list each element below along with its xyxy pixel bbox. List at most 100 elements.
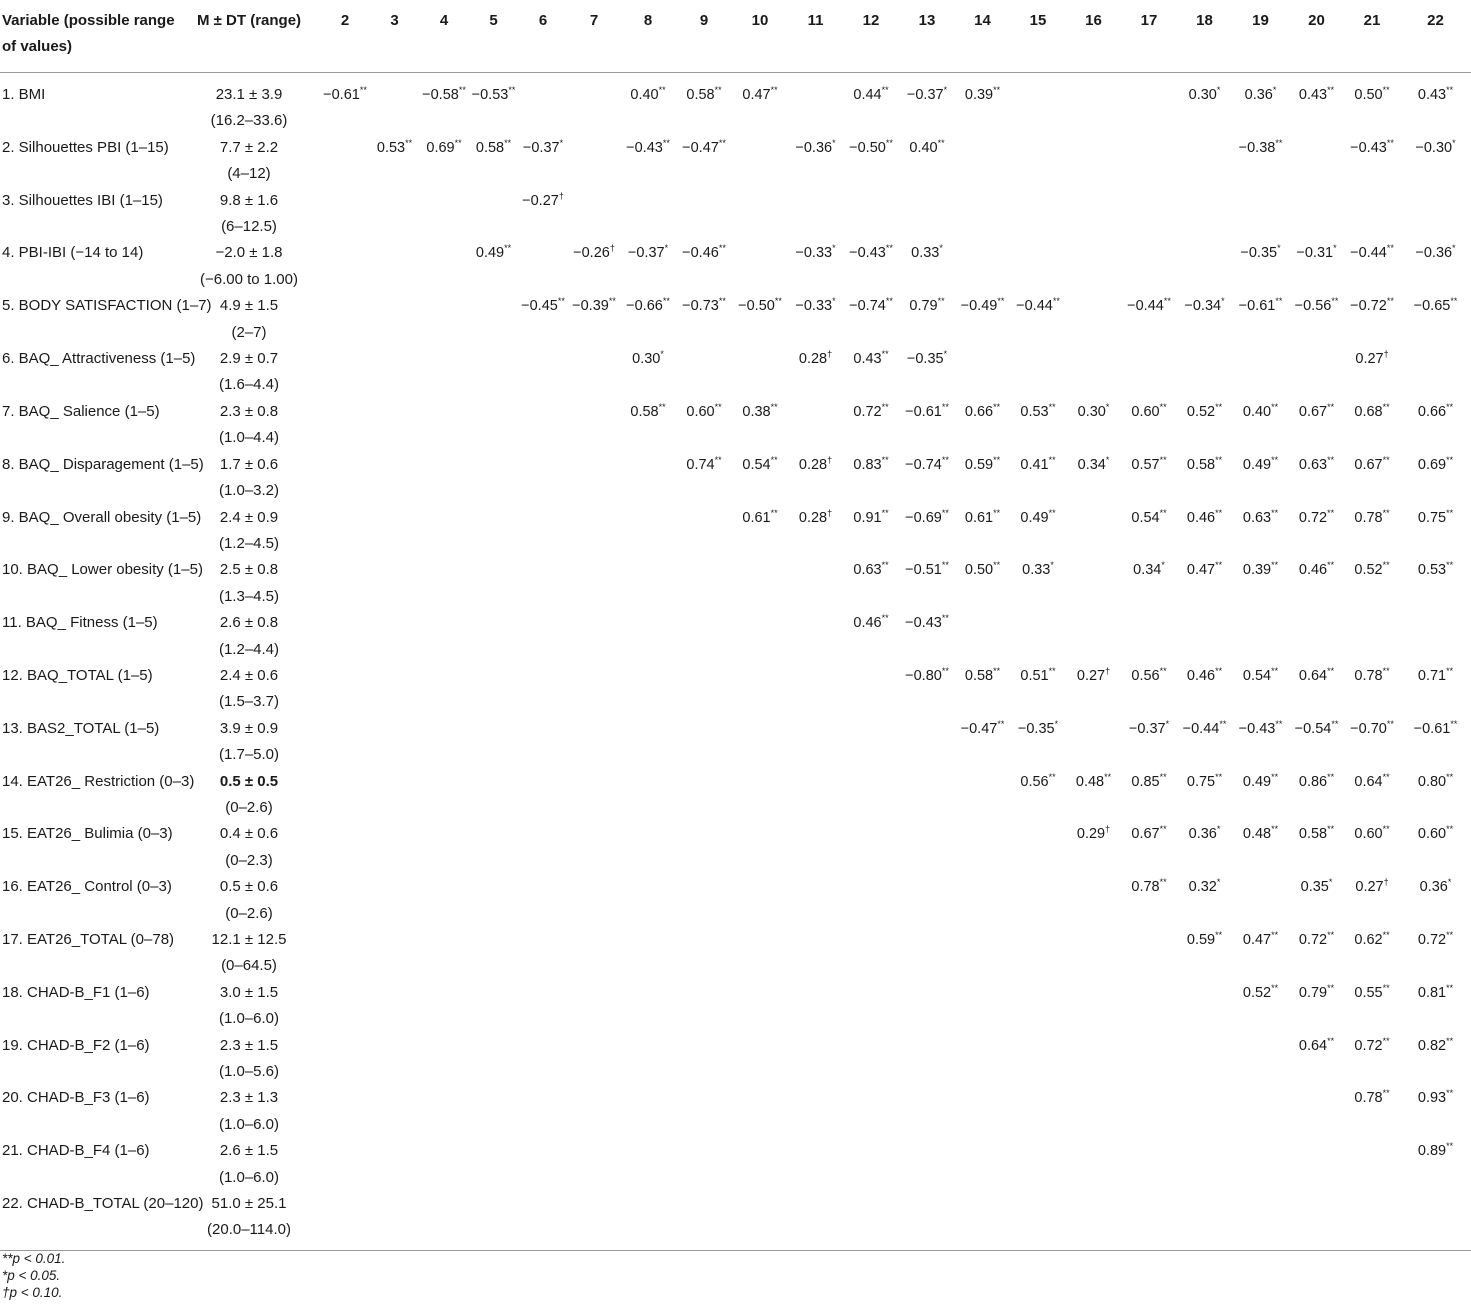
corr-cell <box>620 980 676 1033</box>
corr-cell: −0.65** <box>1413 296 1458 315</box>
corr-cell <box>732 1085 788 1138</box>
footnote: †p < 0.10. <box>2 1285 63 1300</box>
corr-cell: 0.43** <box>1417 85 1454 103</box>
mean-sd: 4.9 ± 1.5 <box>219 297 279 315</box>
corr-cell: −0.53** <box>471 85 516 103</box>
corr-cell: 0.93** <box>1417 1088 1454 1107</box>
variable-name: 20. CHAD-B_F3 (1–6) <box>2 1089 150 1107</box>
corr-cell: −0.35* <box>1240 243 1281 262</box>
corr-cell <box>320 980 370 1033</box>
table-row: 15. EAT26_ Bulimia (0–3) 0.4 ± 0.6 (0–2.3)… <box>0 821 1471 874</box>
corr-cell <box>1400 346 1471 399</box>
corr-cell <box>1010 188 1066 241</box>
corr-cell <box>320 874 370 927</box>
corr-cell: 0.58** <box>630 402 666 420</box>
value-range: (1.5–3.7) <box>218 693 280 711</box>
header-col-6: 6 <box>518 0 568 73</box>
corr-cell <box>419 293 469 346</box>
corr-cell: 0.34* <box>1077 454 1110 473</box>
corr-cell <box>518 663 568 716</box>
corr-cell <box>1121 188 1177 241</box>
corr-cell: 0.46** <box>853 613 889 632</box>
corr-cell <box>370 73 419 135</box>
corr-cell <box>788 399 843 452</box>
corr-cell: −0.61** <box>1413 718 1458 737</box>
corr-cell <box>419 346 469 399</box>
corr-cell <box>1010 346 1066 399</box>
value-range: (1.7–5.0) <box>218 746 280 764</box>
variable-stat: 2.3 ± 1.5 (1.0–5.6) <box>178 1033 320 1086</box>
corr-cell <box>1121 1033 1177 1086</box>
table-header-row: Variable (possible range of values) M ± … <box>0 0 1471 73</box>
corr-cell <box>469 927 518 980</box>
value-range: (1.0–6.0) <box>218 1010 280 1028</box>
corr-cell <box>732 980 788 1033</box>
corr-cell: −0.46** <box>682 243 726 262</box>
corr-cell <box>518 980 568 1033</box>
correlation-table: Variable (possible range of values) M ± … <box>0 0 1471 1251</box>
corr-cell <box>518 874 568 927</box>
corr-cell <box>899 1085 955 1138</box>
corr-cell <box>419 980 469 1033</box>
corr-cell <box>1232 610 1289 663</box>
corr-cell <box>1010 1085 1066 1138</box>
corr-cell <box>1121 73 1177 135</box>
corr-cell <box>568 557 620 610</box>
corr-cell <box>899 1033 955 1086</box>
mean-sd: 51.0 ± 25.1 <box>211 1195 287 1213</box>
variable-name: 17. EAT26_TOTAL (0–78) <box>2 931 175 948</box>
corr-cell: −0.43** <box>905 613 949 632</box>
corr-cell: −0.26† <box>573 243 615 262</box>
corr-cell <box>1177 240 1232 293</box>
table-row: 3. Silhouettes IBI (1–15) 9.8 ± 1.6 (6–12.… <box>0 188 1471 241</box>
corr-cell: 0.58** <box>1186 454 1223 473</box>
footnote: *p < 0.05. <box>2 1268 61 1283</box>
corr-cell: 0.35* <box>1300 877 1333 896</box>
corr-cell <box>843 1033 899 1086</box>
corr-cell: 0.64** <box>1298 666 1335 684</box>
corr-cell <box>1066 1191 1121 1251</box>
corr-cell: 0.52** <box>1354 560 1390 579</box>
corr-cell <box>732 1138 788 1191</box>
corr-cell <box>568 769 620 822</box>
corr-cell <box>518 716 568 769</box>
corr-cell: 0.29† <box>1076 824 1111 843</box>
corr-cell <box>518 452 568 505</box>
corr-cell <box>370 769 419 822</box>
corr-cell <box>1232 1138 1289 1191</box>
corr-cell: 0.46** <box>1186 507 1223 526</box>
corr-cell: −0.33* <box>795 243 836 262</box>
corr-cell <box>1010 874 1066 927</box>
corr-cell <box>370 188 419 241</box>
mean-sd: 9.8 ± 1.6 <box>219 191 279 209</box>
corr-cell <box>469 293 518 346</box>
footnotes: **p < 0.01. *p < 0.05. †p < 0.10. <box>2 1250 65 1301</box>
header-stat: M ± DT (range) <box>178 0 320 73</box>
variable-name: 1. BMI <box>2 86 46 103</box>
corr-cell: 0.41** <box>1020 454 1056 473</box>
corr-cell <box>676 980 732 1033</box>
variable-stat: 0.4 ± 0.6 (0–2.3) <box>178 821 320 874</box>
corr-cell: 0.72** <box>1298 507 1335 526</box>
corr-cell <box>788 927 843 980</box>
corr-cell <box>1177 1138 1232 1191</box>
corr-cell <box>1066 135 1121 188</box>
table-row: 5. BODY SATISFACTION (1–7) 4.9 ± 1.5 (2–7)… <box>0 293 1471 346</box>
corr-cell: 0.72** <box>853 402 889 420</box>
corr-cell <box>1289 188 1344 241</box>
variable-stat: 3.0 ± 1.5 (1.0–6.0) <box>178 980 320 1033</box>
table-row: 19. CHAD-B_F2 (1–6) 2.3 ± 1.5 (1.0–5.6) 0.6… <box>0 1033 1471 1086</box>
corr-cell: 0.82** <box>1417 1035 1454 1054</box>
header-col-21: 21 <box>1344 0 1400 73</box>
corr-cell <box>843 1191 899 1251</box>
corr-cell <box>419 505 469 558</box>
corr-cell <box>518 1138 568 1191</box>
corr-cell <box>320 135 370 188</box>
corr-cell <box>1066 557 1121 610</box>
corr-cell <box>843 716 899 769</box>
corr-cell: 0.54** <box>1242 666 1279 684</box>
corr-cell <box>620 1033 676 1086</box>
corr-cell: −0.36* <box>795 137 836 156</box>
corr-cell: 0.43** <box>853 349 889 368</box>
corr-cell <box>320 927 370 980</box>
